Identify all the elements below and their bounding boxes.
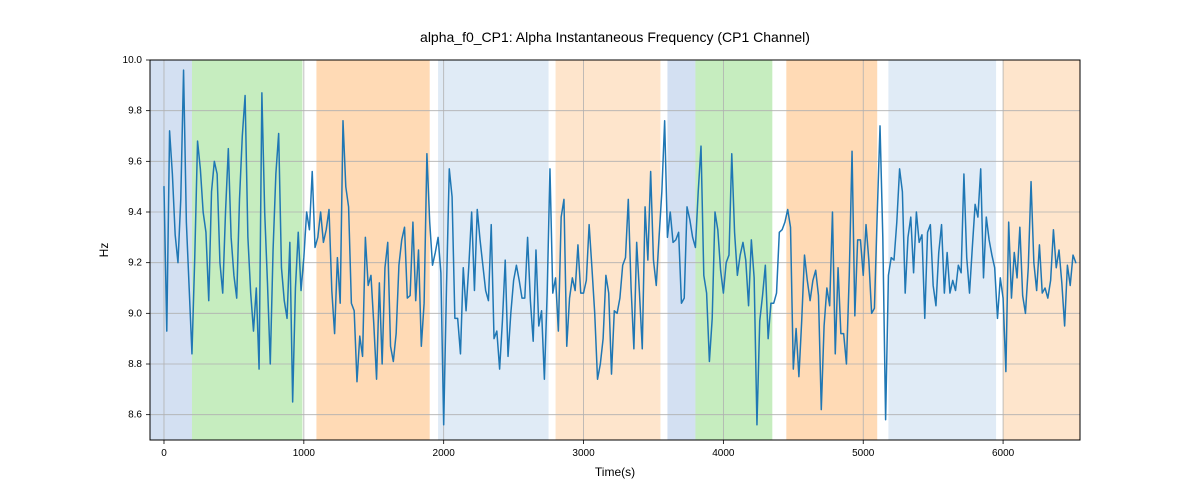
y-tick-label: 8.6 <box>128 410 142 421</box>
x-tick-label: 5000 <box>852 448 875 459</box>
y-tick-label: 8.8 <box>128 359 142 370</box>
y-tick-label: 10.0 <box>123 55 143 66</box>
region <box>667 60 695 440</box>
chart-svg: 0 1000 2000 3000 4000 5000 6000 8.6 8.8 9.0 9.2 9.4… <box>0 0 1200 500</box>
y-ticks: 8.6 8.8 9.0 9.2 9.4 9.6 9.8 10.0 <box>123 55 150 421</box>
x-axis-label: Time(s) <box>595 465 635 479</box>
x-tick-label: 6000 <box>992 448 1015 459</box>
y-tick-label: 9.6 <box>128 156 142 167</box>
x-tick-label: 2000 <box>433 448 456 459</box>
y-tick-label: 9.2 <box>128 258 142 269</box>
chart-title: alpha_f0_CP1: Alpha Instantaneous Freque… <box>420 29 810 45</box>
region <box>192 60 302 440</box>
region <box>438 60 548 440</box>
x-tick-label: 1000 <box>293 448 316 459</box>
region <box>1003 60 1080 440</box>
region <box>695 60 772 440</box>
x-ticks: 0 1000 2000 3000 4000 5000 6000 <box>161 440 1014 459</box>
y-axis-label: Hz <box>97 243 111 258</box>
x-tick-label: 4000 <box>712 448 735 459</box>
y-tick-label: 9.4 <box>128 207 142 218</box>
y-tick-label: 9.0 <box>128 308 142 319</box>
region <box>316 60 429 440</box>
y-tick-label: 9.8 <box>128 106 142 117</box>
x-tick-label: 0 <box>161 448 167 459</box>
chart-container: 0 1000 2000 3000 4000 5000 6000 8.6 8.8 9.0 9.2 9.4… <box>0 0 1200 500</box>
x-tick-label: 3000 <box>572 448 595 459</box>
region <box>150 60 192 440</box>
